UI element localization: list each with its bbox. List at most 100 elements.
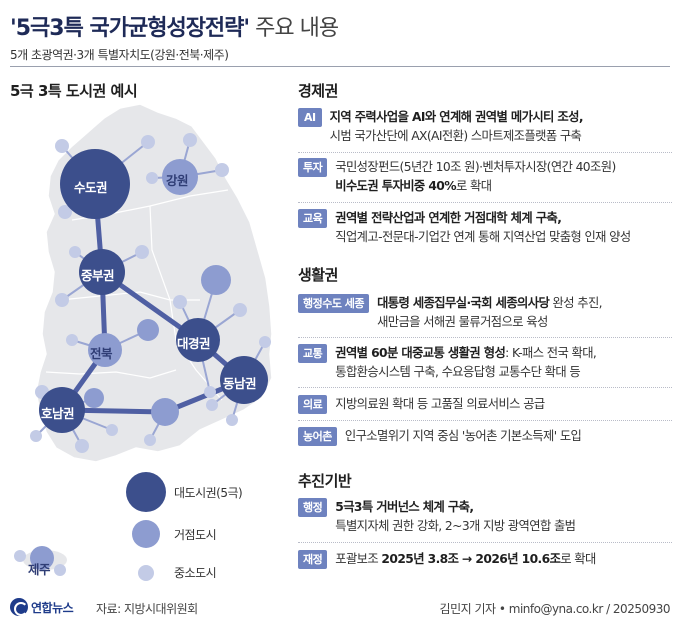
yonhap-logo: 연합뉴스 bbox=[10, 598, 74, 616]
medium-nodes bbox=[30, 159, 231, 570]
small-city-node bbox=[30, 430, 42, 442]
desc-bold: 지역 주력사업을 AI와 연계해 권역별 메가시티 조성, bbox=[329, 110, 584, 124]
legend-medium: 거점도시 bbox=[132, 520, 217, 548]
base-item-finance: 재정 포괄보조 2025년 3.8조 → 2026년 10.6조로 확대 bbox=[298, 550, 674, 569]
gangwon-node bbox=[162, 159, 198, 195]
gangwon-label: 강원 bbox=[166, 173, 189, 188]
source-text: 자료: 지방시대위원회 bbox=[96, 602, 198, 616]
divider bbox=[298, 337, 672, 338]
desc-text: 포괄보조 bbox=[335, 552, 382, 566]
desc-text: 통합환승시스템 구축, 수요응답형 교통수단 확대 등 bbox=[335, 365, 581, 379]
legend-large-circle-icon bbox=[126, 472, 166, 512]
tag-transport: 교통 bbox=[298, 344, 328, 363]
divider bbox=[298, 420, 672, 421]
desc-bold: 대통령 세종집무실·국회 세종의사당 bbox=[377, 296, 550, 310]
sudo-node bbox=[60, 149, 130, 219]
small-city-node bbox=[75, 439, 89, 453]
medium-city-node bbox=[151, 398, 179, 426]
credit-text: 김민지 기자 • minfo@yna.co.kr / 20250930 bbox=[439, 602, 671, 616]
tag-ai: AI bbox=[298, 108, 322, 127]
desc-bold: 권역별 60분 대중교통 생활권 형성 bbox=[335, 346, 506, 360]
small-city-node bbox=[141, 135, 155, 149]
desc-text: 특별지자체 권한 강화, 2~3개 지방 광역연합 출범 bbox=[335, 519, 576, 533]
tag-finance: 재정 bbox=[298, 550, 328, 569]
life-item-rural: 농어촌 인구소멸위기 지역 중심 '농어촌 기본소득제' 도입 bbox=[298, 427, 674, 446]
life-transport-desc: 권역별 60분 대중교통 생활권 형성: K-패스 전국 확대, 통합환승시스템… bbox=[335, 344, 597, 382]
tag-sejong: 행정수도 세종 bbox=[298, 294, 370, 313]
desc-text: : K-패스 전국 확대, bbox=[505, 346, 597, 360]
legend-large-label: 대도시권(5극) bbox=[174, 485, 243, 500]
small-city-node bbox=[66, 334, 78, 346]
base-finance-desc: 포괄보조 2025년 3.8조 → 2026년 10.6조로 확대 bbox=[335, 550, 596, 569]
desc-text: 완성 추진, bbox=[549, 296, 603, 310]
tag-education: 교육 bbox=[298, 209, 328, 228]
legend-small-label: 중소도시 bbox=[174, 566, 217, 580]
desc-bold: 5극3특 거버넌스 체계 구축, bbox=[335, 500, 474, 514]
small-city-node bbox=[55, 139, 69, 153]
small-city-node bbox=[226, 414, 238, 426]
infographic-title: '5극3특 국가균형성장전략' 주요 내용 bbox=[10, 10, 339, 42]
small-city-node bbox=[215, 163, 229, 177]
small-city-node bbox=[55, 293, 69, 307]
small-city-node bbox=[14, 550, 26, 562]
life-rural-desc: 인구소멸위기 지역 중심 '농어촌 기본소득제' 도입 bbox=[345, 427, 582, 446]
large-nodes bbox=[39, 149, 268, 433]
desc-text: 새만금을 서해권 물류거점으로 육성 bbox=[377, 315, 548, 329]
logo-text: 연합뉴스 bbox=[31, 600, 74, 615]
header-divider bbox=[10, 66, 670, 67]
jeonbuk-label: 전북 bbox=[90, 346, 113, 361]
yonhap-logo-icon bbox=[10, 598, 28, 616]
small-city-node bbox=[69, 246, 81, 258]
legend-large: 대도시권(5극) bbox=[126, 472, 243, 512]
small-city-node bbox=[144, 434, 156, 446]
honam-label: 호남권 bbox=[41, 406, 75, 421]
map-title: 5극 3특 도시권 예시 bbox=[10, 82, 138, 100]
desc-text: 로 확대 bbox=[560, 552, 596, 566]
economy-investment-desc: 국민성장펀드(5년간 10조 원)·벤처투자시장(연간 40조원) 비수도권 투… bbox=[335, 158, 616, 196]
economy-item-ai: AI 지역 주력사업을 AI와 연계해 권역별 메가시티 조성, 시범 국가산단… bbox=[298, 108, 674, 146]
economy-item-education: 교육 권역별 전략산업과 연계한 거점대학 체계 구축, 직업계고-전문대-기업… bbox=[298, 209, 674, 247]
life-item-transport: 교통 권역별 60분 대중교통 생활권 형성: K-패스 전국 확대, 통합환승… bbox=[298, 344, 674, 382]
small-city-node bbox=[106, 424, 118, 436]
title-main: '5극3특 국가균형성장전략' bbox=[10, 16, 250, 41]
legend-small-circle-icon bbox=[138, 564, 154, 581]
divider bbox=[298, 387, 672, 388]
desc-bold: 권역별 전략산업과 연계한 거점대학 체계 구축, bbox=[335, 211, 562, 225]
tag-investment: 투자 bbox=[298, 158, 328, 177]
desc-text: 지방의료원 확대 등 고품질 의료서비스 공급 bbox=[335, 397, 545, 411]
divider bbox=[298, 202, 672, 203]
small-city-node bbox=[146, 172, 158, 184]
desc-text: 직업계고-전문대-기업간 연계 통해 지역산업 맞춤형 인재 양성 bbox=[335, 230, 631, 244]
footer: 연합뉴스 자료: 지방시대위원회 김민지 기자 • minfo@yna.co.k… bbox=[10, 594, 671, 624]
small-city-node bbox=[135, 245, 149, 259]
section-life-title: 생활권 bbox=[298, 266, 338, 284]
tag-admin: 행정 bbox=[298, 498, 328, 517]
economy-ai-desc: 지역 주력사업을 AI와 연계해 권역별 메가시티 조성, 시범 국가산단에 A… bbox=[329, 108, 584, 146]
small-city-node bbox=[58, 205, 72, 219]
honam-node bbox=[39, 387, 85, 433]
life-sejong-desc: 대통령 세종집무실·국회 세종의사당 완성 추진, 새만금을 서해권 물류거점으… bbox=[377, 294, 603, 332]
korea-map bbox=[14, 103, 273, 576]
legend-small: 중소도시 bbox=[138, 564, 217, 581]
small-city-node bbox=[204, 386, 216, 398]
small-city-node bbox=[183, 133, 197, 147]
medium-city-node bbox=[137, 319, 159, 341]
subtitle: 5개 초광역권·3개 특별자치도(강원·전북·제주) bbox=[10, 48, 229, 62]
small-city-node bbox=[173, 295, 187, 309]
small-city-node bbox=[206, 399, 218, 411]
sudo-label: 수도권 bbox=[74, 180, 108, 195]
daegyeong-label: 대경권 bbox=[177, 336, 211, 351]
life-item-sejong: 행정수도 세종 대통령 세종집무실·국회 세종의사당 완성 추진, 새만금을 서… bbox=[298, 294, 674, 332]
desc-text: 로 확대 bbox=[455, 179, 492, 193]
economy-item-investment: 투자 국민성장펀드(5년간 10조 원)·벤처투자시장(연간 40조원) 비수도… bbox=[298, 158, 674, 196]
small-city-node bbox=[233, 303, 247, 317]
base-item-admin: 행정 5극3특 거버넌스 체계 구축, 특별지자체 권한 강화, 2~3개 지방… bbox=[298, 498, 674, 536]
base-admin-desc: 5극3특 거버넌스 체계 구축, 특별지자체 권한 강화, 2~3개 지방 광역… bbox=[335, 498, 576, 536]
tag-rural: 농어촌 bbox=[298, 427, 337, 446]
desc-bold: 2025년 3.8조 → 2026년 10.6조 bbox=[381, 552, 561, 566]
economy-education-desc: 권역별 전략산업과 연계한 거점대학 체계 구축, 직업계고-전문대-기업간 연… bbox=[335, 209, 631, 247]
life-medical-desc: 지방의료원 확대 등 고품질 의료서비스 공급 bbox=[335, 395, 545, 414]
jeju-node bbox=[30, 546, 54, 570]
tag-medical: 의료 bbox=[298, 395, 328, 414]
daegyeong-node bbox=[176, 318, 220, 362]
